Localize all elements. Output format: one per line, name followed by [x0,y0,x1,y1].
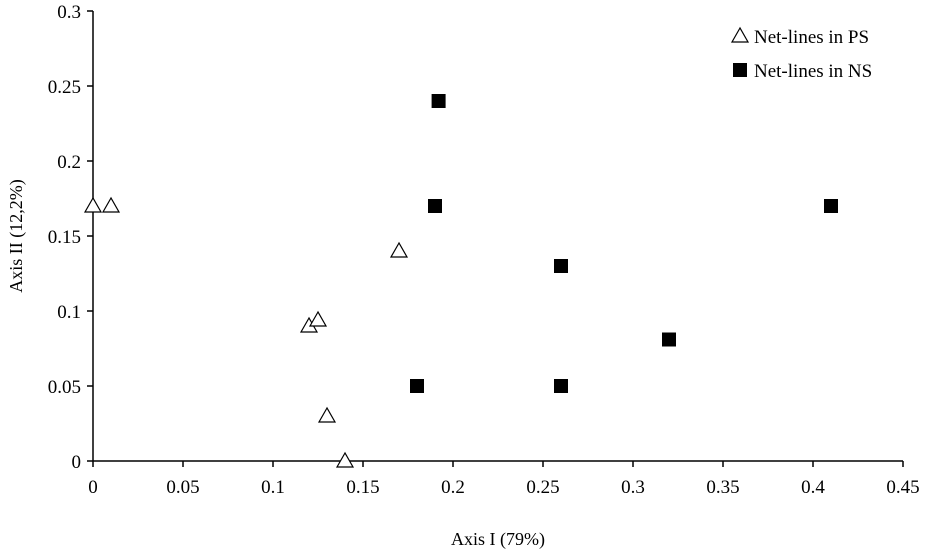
data-points [83,94,838,468]
data-point-triangle [83,196,103,213]
y-tick-label: 0.05 [48,377,81,398]
data-point-square [554,259,568,273]
data-point-triangle [317,406,337,423]
y-tick-label: 0.1 [57,302,81,323]
y-tick-label: 0.25 [48,77,81,98]
y-tick-label: 0.3 [57,2,81,23]
x-tick-label: 0.4 [801,477,825,498]
legend-label: Net-lines in NS [754,61,872,82]
data-point-square [431,94,446,108]
data-point-square [428,199,442,213]
x-tick-label: 0.1 [261,477,285,498]
y-tick-label: 0 [72,452,82,473]
data-point-square [662,332,676,347]
series-ps [83,196,409,468]
x-tick-label: 0.3 [621,477,645,498]
y-axis-title: Axis II (12,2%) [6,179,27,292]
data-point-square [410,379,424,393]
x-tick-label: 0.2 [441,477,465,498]
legend-item: Net-lines in PS [730,26,869,48]
x-tick-label: 0 [88,477,98,498]
data-point-triangle [101,196,121,213]
data-point-triangle [335,451,355,468]
legend: Net-lines in PS Net-lines in NS [730,26,872,82]
axes: 0 0.05 0.1 0.15 0.2 0.25 0.3 0.35 0.4 0.45 0 0.05 0.… [48,2,920,498]
x-tick-label: 0.35 [706,477,739,498]
legend-triangle-icon [730,26,750,43]
y-tick-label: 0.2 [57,152,81,173]
x-tick-label: 0.45 [886,477,919,498]
data-point-square [554,379,568,393]
x-tick-label: 0.05 [166,477,199,498]
legend-square-icon [733,63,747,77]
x-tick-label: 0.15 [346,477,379,498]
x-tick-label: 0.25 [526,477,559,498]
legend-label: Net-lines in PS [754,27,869,48]
y-tick-label: 0.15 [48,227,81,248]
legend-item: Net-lines in NS [733,61,872,82]
data-point-triangle [389,241,409,258]
x-axis-title: Axis I (79%) [451,529,545,550]
data-point-square [824,199,838,213]
series-ns [410,94,838,393]
data-point-triangle [308,310,328,327]
